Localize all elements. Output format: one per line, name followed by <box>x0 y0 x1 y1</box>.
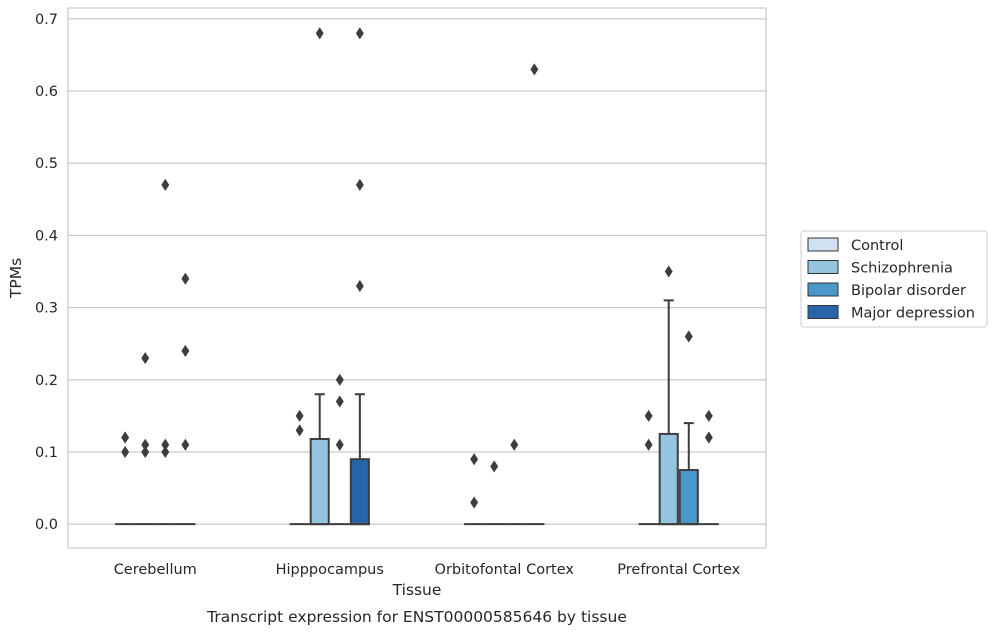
legend-frame <box>800 230 988 328</box>
outlier-point <box>181 344 190 357</box>
y-tick-label: 0.5 <box>35 156 58 172</box>
outlier-point <box>141 352 150 365</box>
legend-label: Bipolar disorder <box>851 283 966 299</box>
outlier-point <box>644 409 653 422</box>
outlier-point <box>141 445 150 459</box>
x-tick-label: Cerebellum <box>114 562 197 578</box>
y-tick-label: 0.4 <box>35 228 58 244</box>
y-tick-label: 0.1 <box>35 445 58 461</box>
y-tick-label: 0.2 <box>35 373 58 389</box>
outlier-point <box>181 438 190 451</box>
y-tick-label: 0.6 <box>35 84 58 100</box>
outlier-point <box>704 409 713 422</box>
outlier-point <box>510 438 519 451</box>
x-tick-label: Hipppocampus <box>276 562 384 578</box>
y-tick-label: 0.7 <box>35 12 58 28</box>
outlier-point <box>335 373 344 386</box>
outlier-point <box>664 265 673 278</box>
x-tick-label: Orbitofontal Cortex <box>435 562 575 578</box>
x-tick-label: Prefrontal Cortex <box>617 562 740 578</box>
legend-swatch <box>807 260 839 274</box>
outlier-point <box>355 178 364 191</box>
y-axis-label: TPMs <box>7 258 25 299</box>
outlier-point <box>121 445 130 459</box>
x-axis-label: Tissue <box>392 581 442 599</box>
y-tick-labels: 0.0 0.1 0.2 0.3 0.4 0.5 0.6 0.7 <box>35 12 58 533</box>
legend: Control Schizophrenia Bipolar disorder Majo… <box>800 230 988 328</box>
outlier-point <box>470 496 479 509</box>
outlier-point <box>335 395 344 408</box>
outlier-point <box>315 27 324 40</box>
legend-swatch <box>807 305 839 319</box>
outlier-point <box>295 424 304 437</box>
legend-swatch <box>807 282 839 297</box>
outlier-point <box>355 279 364 292</box>
outlier-point <box>355 27 364 40</box>
legend-label: Major depression <box>851 306 975 322</box>
outlier-point <box>295 409 304 422</box>
box <box>658 432 679 526</box>
outlier-point <box>121 431 130 444</box>
outlier-layer <box>121 27 713 509</box>
figure-caption: Transcript expression for ENST0000058564… <box>206 608 627 626</box>
legend-swatch <box>807 237 839 252</box>
legend-label: Control <box>851 238 903 254</box>
outlier-point <box>470 453 479 466</box>
plot-frame <box>67 7 767 549</box>
y-tick-label: 0.3 <box>35 301 58 317</box>
box-layer <box>115 299 719 526</box>
legend-label: Schizophrenia <box>851 261 953 277</box>
y-tick-label: 0.0 <box>35 517 58 533</box>
outlier-point <box>644 438 653 451</box>
outlier-point <box>490 460 499 473</box>
grid-lines <box>68 18 766 525</box>
outlier-point <box>684 330 693 343</box>
outlier-point <box>530 63 539 76</box>
box <box>678 469 699 526</box>
box <box>349 458 370 526</box>
outlier-point <box>704 431 713 444</box>
outlier-point <box>335 438 344 451</box>
box <box>309 437 330 526</box>
x-tick-labels: Cerebellum Hipppocampus Orbitofontal Corte… <box>114 562 741 578</box>
outlier-point <box>161 445 170 459</box>
outlier-point <box>181 272 190 285</box>
outlier-point <box>161 178 170 191</box>
